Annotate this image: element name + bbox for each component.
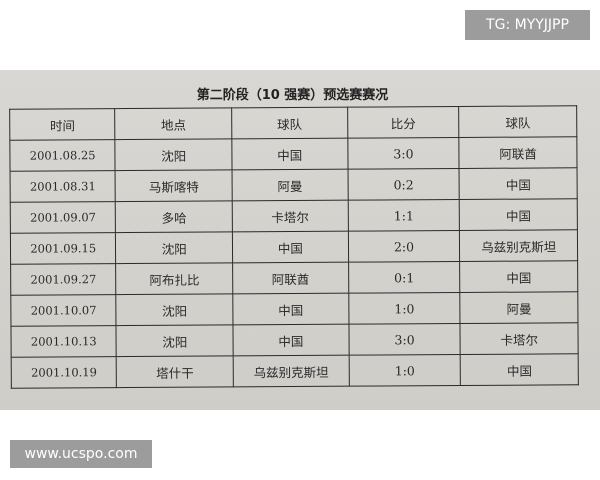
match-results-table: 时间 地点 球队 比分 球队 2001.08.25 沈阳 中国 3:0 阿联酋 2001.08.3… (9, 105, 579, 389)
cell-date: 2001.10.19 (11, 356, 117, 389)
cell-away-team: 中国 (459, 198, 578, 231)
cell-date: 2001.08.31 (10, 170, 116, 203)
cell-away-team: 卡塔尔 (460, 322, 579, 355)
cell-home-team: 中国 (232, 293, 349, 325)
cell-date: 2001.09.27 (10, 263, 117, 296)
cell-score: 3:0 (347, 137, 460, 170)
cell-venue: 塔什干 (116, 355, 234, 388)
cell-away-team: 阿联酋 (459, 136, 578, 169)
cell-venue: 多哈 (115, 200, 233, 233)
cell-away-team: 中国 (460, 353, 579, 386)
cell-score: 1:0 (348, 292, 461, 325)
cell-score: 3:0 (348, 323, 461, 356)
cell-away-team: 中国 (459, 167, 578, 200)
watermark-top-right: TG: MYYJJPP (465, 10, 590, 40)
table-row: 2001.10.19 塔什干 乌兹别克斯坦 1:0 中国 (11, 353, 579, 389)
cell-score: 0:1 (348, 261, 461, 294)
cell-away-team: 中国 (459, 260, 578, 293)
watermark-bottom-left: www.ucspo.com (10, 440, 152, 468)
cell-venue: 沈阳 (115, 138, 233, 171)
book-page-photo (0, 70, 600, 410)
cell-away-team: 阿曼 (460, 291, 578, 324)
cell-score: 1:0 (348, 354, 461, 387)
cell-home-team: 阿联酋 (232, 262, 349, 294)
cell-home-team: 乌兹别克斯坦 (233, 355, 349, 387)
cell-date: 2001.10.13 (10, 325, 117, 358)
table-row: 2001.08.25 沈阳 中国 3:0 阿联酋 (9, 136, 578, 172)
cell-date: 2001.10.07 (10, 294, 117, 327)
cell-date: 2001.08.25 (9, 139, 116, 172)
table-title: 第二阶段（10 强赛）预选赛赛况 (196, 88, 389, 103)
cell-venue: 沈阳 (116, 293, 234, 326)
cell-home-team: 中国 (232, 231, 349, 263)
cell-date: 2001.09.15 (10, 232, 117, 265)
cell-score: 2:0 (348, 230, 460, 263)
table-row: 2001.09.27 阿布扎比 阿联酋 0:1 中国 (10, 260, 578, 296)
cell-home-team: 中国 (231, 138, 348, 170)
cell-away-team: 乌兹别克斯坦 (459, 229, 578, 262)
table-row: 2001.09.15 沈阳 中国 2:0 乌兹别克斯坦 (10, 229, 578, 265)
header-venue: 地点 (115, 107, 232, 140)
table-row: 2001.10.13 沈阳 中国 3:0 卡塔尔 (10, 322, 579, 358)
cell-venue: 马斯喀特 (115, 169, 233, 202)
cell-home-team: 中国 (233, 324, 349, 356)
cell-home-team: 阿曼 (232, 169, 348, 201)
cell-venue: 沈阳 (115, 231, 233, 264)
cell-venue: 沈阳 (116, 324, 234, 357)
header-score: 比分 (347, 106, 460, 139)
header-date: 时间 (9, 108, 116, 141)
cell-home-team: 卡塔尔 (232, 200, 349, 232)
cell-score: 0:2 (347, 168, 460, 201)
cell-score: 1:1 (347, 199, 460, 232)
cell-venue: 阿布扎比 (116, 262, 233, 295)
cell-date: 2001.09.07 (10, 201, 116, 234)
header-away-team: 球队 (459, 105, 577, 138)
table-row: 2001.08.31 马斯喀特 阿曼 0:2 中国 (10, 167, 578, 203)
table-row: 2001.09.07 多哈 卡塔尔 1:1 中国 (10, 198, 578, 234)
header-row: 时间 地点 球队 比分 球队 (9, 105, 577, 141)
header-home-team: 球队 (231, 107, 348, 139)
table-row: 2001.10.07 沈阳 中国 1:0 阿曼 (10, 291, 578, 327)
